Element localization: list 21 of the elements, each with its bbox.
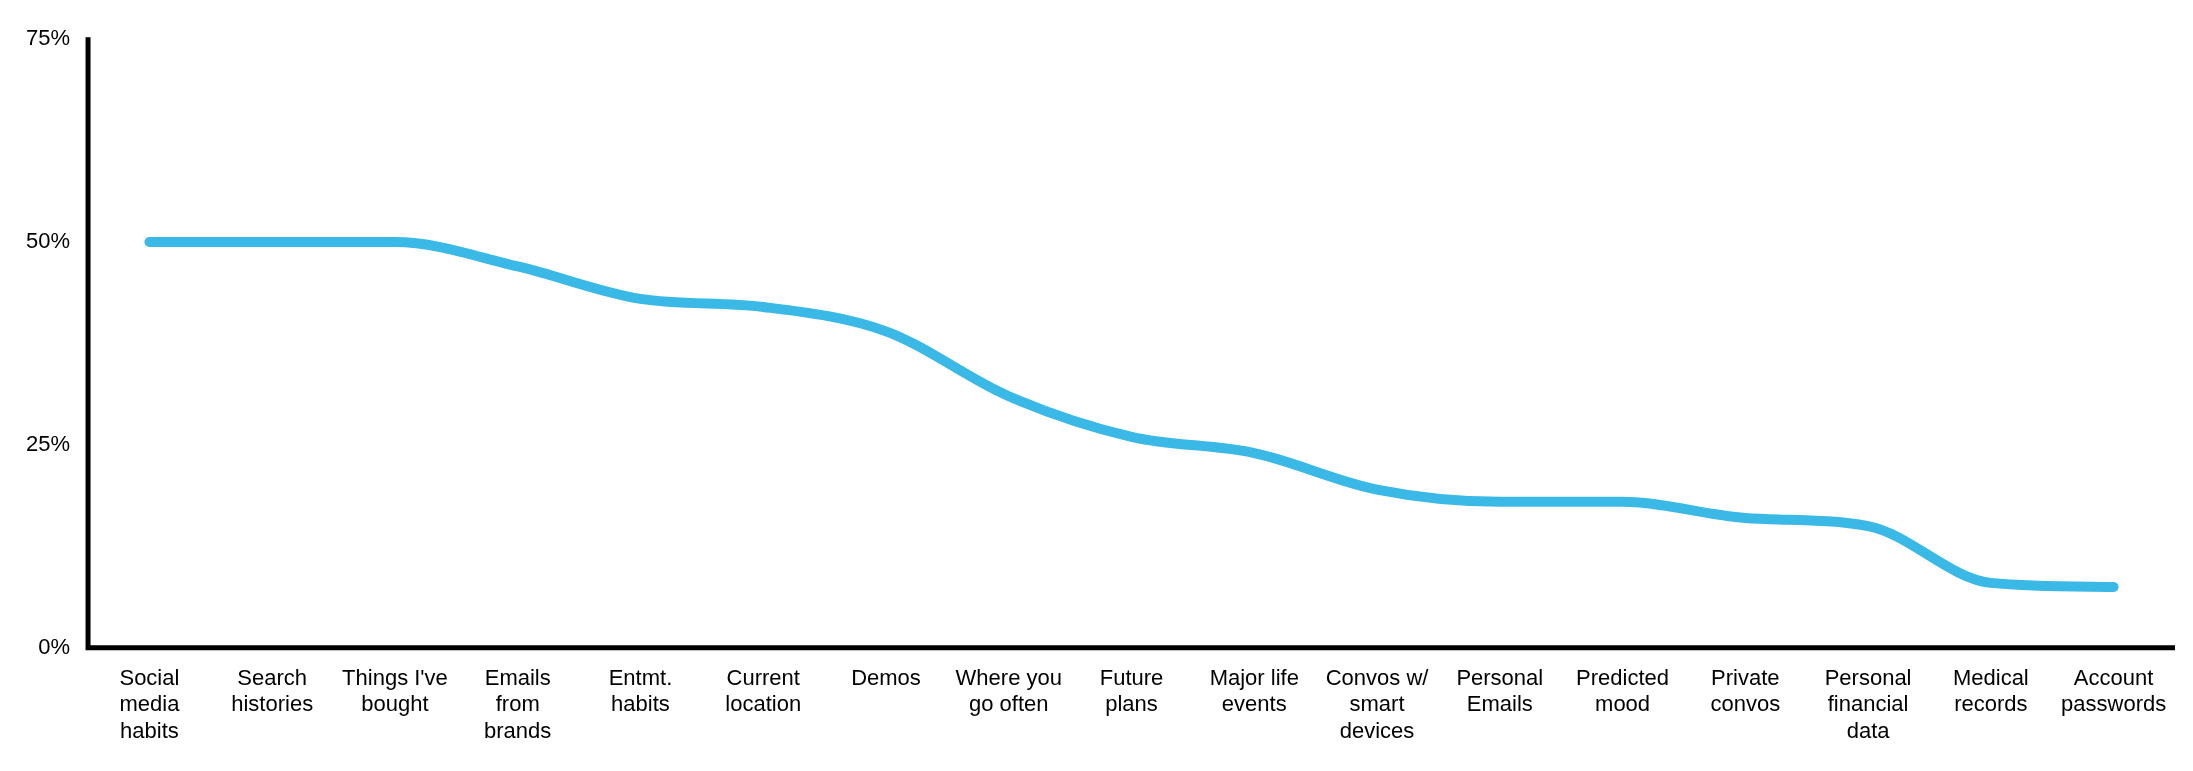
x-tick-label: Convos w/ smart devices: [1325, 665, 1430, 743]
x-tick-label: Demos: [851, 665, 921, 691]
y-tick-label: 25%: [25, 431, 71, 456]
x-tick-label: Private convos: [1710, 665, 1781, 717]
y-tick-label: 50%: [25, 228, 71, 254]
x-tick-label: Personal financial data: [1824, 665, 1912, 743]
x-tick-label: Entmt. habits: [608, 665, 673, 717]
y-tick-label: 0%: [38, 633, 71, 659]
x-tick-label: Current location: [725, 665, 802, 717]
x-tick-label: Predicted mood: [1576, 665, 1670, 717]
x-tick-label: Medical records: [1952, 665, 2029, 717]
x-tick-label: Search histories: [231, 665, 314, 717]
x-tick-label: Account passwords: [2061, 665, 2167, 717]
x-tick-label: Things I've bought: [342, 665, 448, 717]
x-tick-label: Emails from brands: [484, 665, 552, 743]
x-tick-label: Social media habits: [119, 665, 181, 743]
x-tick-label: Future plans: [1099, 665, 1164, 717]
x-tick-label: Personal Emails: [1456, 665, 1544, 717]
x-tick-label: Where you go often: [955, 665, 1062, 717]
y-tick-label: 75%: [25, 25, 71, 51]
x-tick-label: Major life events: [1209, 665, 1299, 717]
